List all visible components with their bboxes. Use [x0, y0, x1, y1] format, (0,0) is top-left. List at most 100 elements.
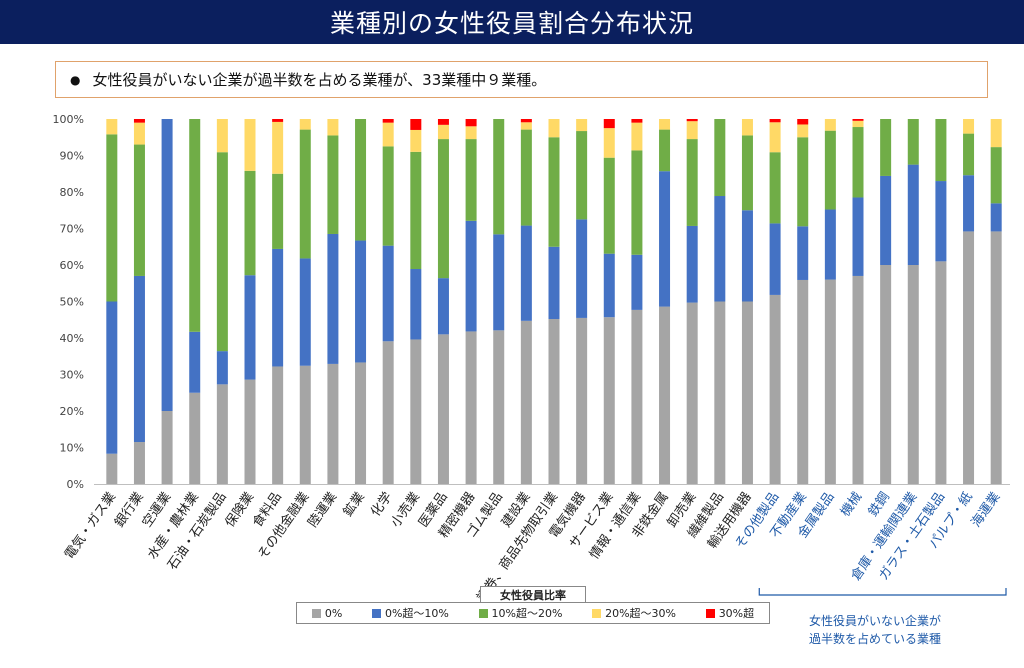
bar-segment [963, 175, 975, 232]
bar-segment [133, 144, 145, 276]
page-title: 業種別の女性役員割合分布状況 [0, 0, 1024, 44]
bar-segment [576, 119, 588, 132]
bar-segment [576, 219, 588, 318]
bar-segment [189, 392, 201, 484]
bar-segment [769, 152, 781, 224]
legend-swatch [478, 608, 488, 618]
bar-segment [382, 245, 394, 342]
bar-segment [272, 119, 284, 122]
bar-segment [603, 128, 615, 158]
bar-segment [548, 119, 560, 138]
bar-segment [631, 309, 643, 484]
bar-segment [714, 301, 726, 484]
bar-segment [437, 124, 449, 140]
bar-segment [824, 130, 836, 210]
bar-segment [576, 131, 588, 220]
x-tick-label: 機械 [838, 490, 865, 520]
y-tick-label: 0% [67, 478, 84, 491]
bar-segment [659, 171, 671, 307]
bar-segment [769, 294, 781, 484]
legend-title: 女性役員比率 [480, 586, 586, 603]
y-tick-label: 20% [60, 405, 84, 418]
bar-segment [410, 269, 422, 340]
bar-segment [990, 231, 1002, 484]
bar-segment [797, 279, 809, 484]
bar-segment [299, 129, 311, 259]
bar-segment [437, 278, 449, 335]
bar-segment [216, 384, 228, 484]
bar-segment [382, 119, 394, 123]
bar-segment [741, 119, 753, 136]
x-tick-label: 鉄鋼 [866, 490, 893, 520]
highlight-bracket [758, 588, 1007, 596]
bar-segment [852, 197, 864, 276]
y-tick-label: 80% [60, 186, 84, 199]
y-tick-label: 70% [60, 223, 84, 236]
y-tick-label: 10% [60, 442, 84, 455]
bar-segment [963, 231, 975, 484]
y-tick-label: 30% [60, 369, 84, 382]
x-tick-label: 海運業 [968, 489, 1003, 530]
bar-segment [244, 379, 256, 484]
bar-segment [686, 302, 698, 484]
bar-segment [355, 240, 367, 363]
bar-segment [327, 135, 339, 234]
bar-segment [686, 121, 698, 140]
bar-segment [686, 139, 698, 226]
bar-segment [990, 119, 1002, 148]
bar-segment [714, 119, 726, 197]
bar-segment [216, 351, 228, 385]
legend-item-0pct: 0% [311, 606, 343, 620]
bar-segment [106, 134, 118, 302]
legend-label: 20%超～30% [605, 607, 677, 620]
legend-item-20-30pct: 20%超～30% [592, 605, 676, 621]
bar-segment [797, 119, 809, 125]
bar-segment [272, 366, 284, 484]
bar-segment [410, 339, 422, 484]
bar-segment [548, 319, 560, 484]
bar-segment [161, 411, 173, 484]
bar-segment [216, 119, 228, 153]
bar-segment [382, 146, 394, 246]
bar-segment [631, 119, 643, 123]
bar-segment [990, 147, 1002, 204]
bar-segment [769, 119, 781, 123]
x-tick-label: 銀行業 [111, 489, 146, 530]
bar-segment [133, 122, 145, 145]
legend-item-30pct-plus: 30%超 [705, 605, 754, 621]
legend-item-0-10pct: 0%超～10% [371, 605, 449, 621]
bar-segment [382, 122, 394, 147]
legend-label: 0% [324, 606, 343, 620]
note-text: 女性役員がいない企業が過半数を占める業種が、33業種中９業種。 [92, 71, 547, 89]
bar-segment [272, 248, 284, 367]
bar-segment [216, 152, 228, 352]
bar-segment [299, 119, 311, 130]
bar-segment [520, 129, 532, 226]
bar-segment [603, 119, 615, 129]
bullet-icon: ● [70, 72, 81, 87]
bar-segment [548, 137, 560, 247]
bar-segment [465, 126, 477, 140]
bar-segment [631, 150, 643, 255]
bar-segment [133, 442, 145, 484]
bar-segment [106, 119, 118, 135]
bar-segment [880, 119, 892, 176]
bar-segment [410, 119, 422, 130]
bar-segment [327, 233, 339, 364]
bar-segment [686, 225, 698, 303]
bar-segment [824, 209, 836, 280]
bar-segment [963, 119, 975, 134]
bar-segment [548, 246, 560, 320]
bar-segment [603, 317, 615, 484]
bar-segment [465, 119, 477, 127]
legend-label: 0%超～10% [384, 607, 449, 620]
bar-segment [659, 306, 671, 484]
x-tick-label: 保険業 [222, 489, 257, 530]
highlight-note-line2: 過半数を占めている業種 [808, 632, 941, 646]
bar-segment [990, 203, 1002, 232]
legend-swatch [705, 608, 715, 618]
bar-segment [133, 119, 145, 123]
bar-segment [797, 137, 809, 227]
bar-segment [880, 265, 892, 484]
bar-segment [852, 120, 864, 128]
